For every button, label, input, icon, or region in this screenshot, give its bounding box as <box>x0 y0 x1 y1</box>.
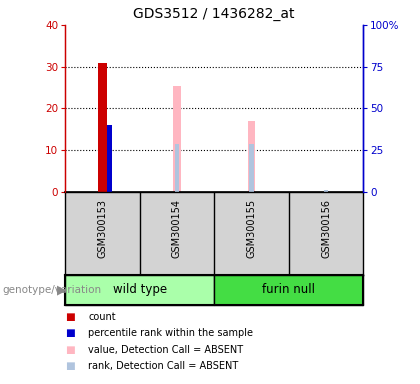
Title: GDS3512 / 1436282_at: GDS3512 / 1436282_at <box>134 7 295 21</box>
Bar <box>173 86 181 192</box>
Bar <box>175 144 179 192</box>
Text: ▶: ▶ <box>58 283 67 296</box>
Text: rank, Detection Call = ABSENT: rank, Detection Call = ABSENT <box>88 361 239 371</box>
Text: value, Detection Call = ABSENT: value, Detection Call = ABSENT <box>88 345 243 355</box>
Text: ■: ■ <box>65 345 75 355</box>
Text: count: count <box>88 312 116 322</box>
Bar <box>98 63 107 192</box>
Text: GSM300154: GSM300154 <box>172 199 182 258</box>
Bar <box>324 190 328 192</box>
Text: GSM300155: GSM300155 <box>247 199 257 258</box>
Bar <box>249 144 254 192</box>
Text: percentile rank within the sample: percentile rank within the sample <box>88 328 253 338</box>
Text: ■: ■ <box>65 312 75 322</box>
Bar <box>107 125 112 192</box>
Text: ■: ■ <box>65 361 75 371</box>
Text: genotype/variation: genotype/variation <box>2 285 101 295</box>
Text: GSM300153: GSM300153 <box>97 199 108 258</box>
Bar <box>65 275 214 305</box>
Bar <box>214 275 363 305</box>
Text: furin null: furin null <box>262 283 315 296</box>
Bar <box>248 121 255 192</box>
Text: ■: ■ <box>65 328 75 338</box>
Text: GSM300156: GSM300156 <box>321 199 331 258</box>
Text: wild type: wild type <box>113 283 167 296</box>
